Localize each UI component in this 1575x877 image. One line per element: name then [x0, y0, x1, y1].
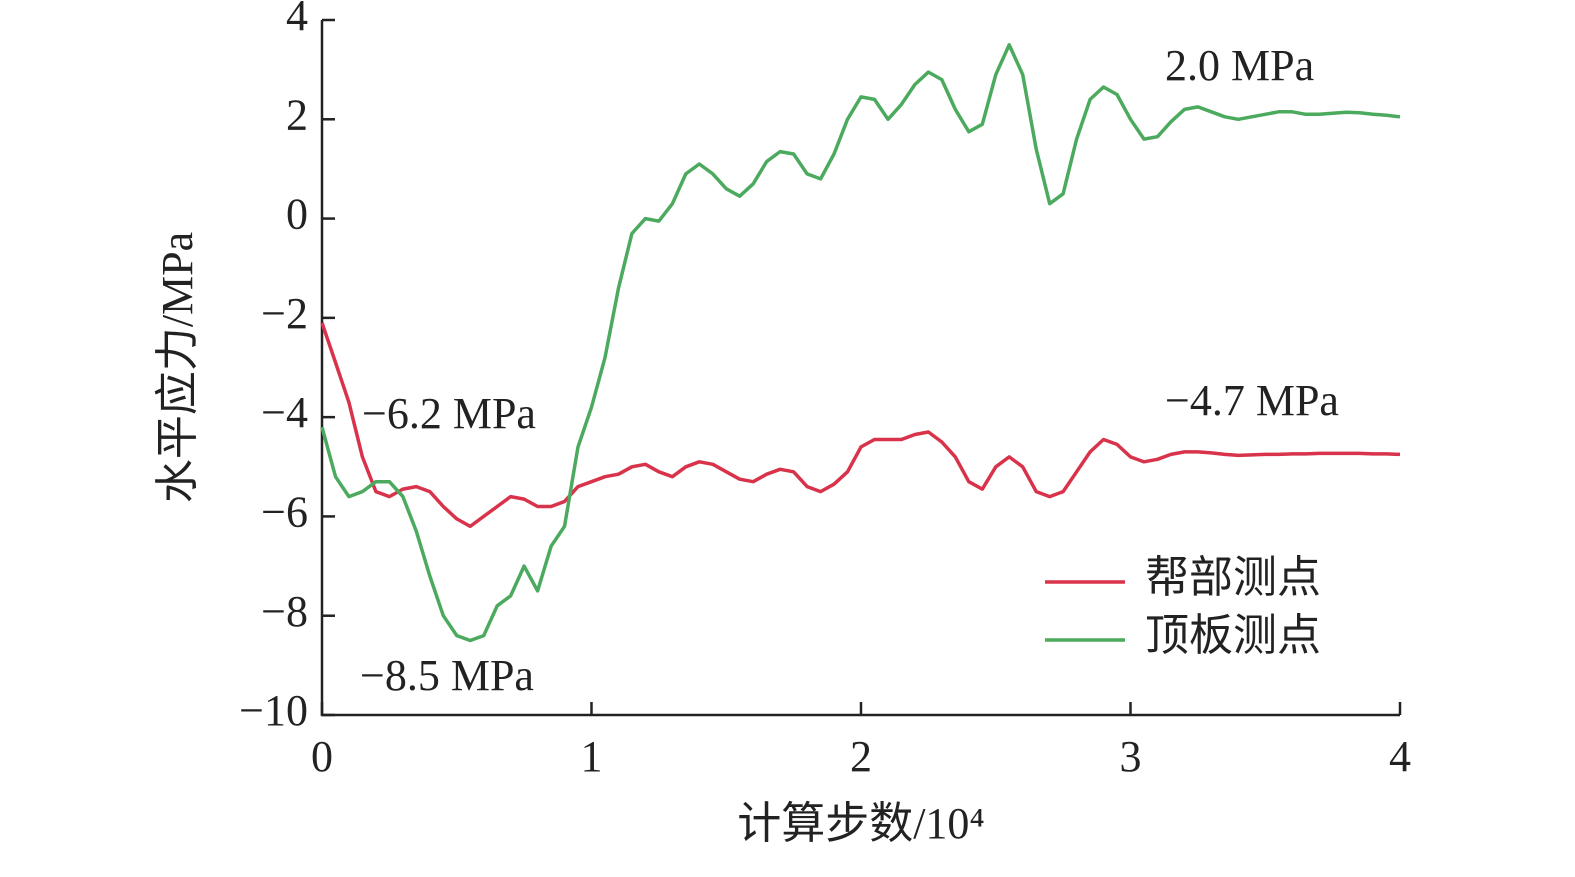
series-line	[320, 43, 1401, 643]
y-tick-label: −2	[261, 289, 308, 338]
x-tick-label: 4	[1389, 732, 1411, 781]
y-axis-label: 水平应力/MPa	[153, 232, 202, 503]
x-tick-label: 1	[581, 732, 603, 781]
series-line	[320, 322, 1401, 529]
annotation: 2.0 MPa	[1165, 41, 1314, 90]
x-axis-label: 计算步数/10⁴	[737, 799, 985, 848]
y-tick-label: −6	[261, 488, 308, 537]
y-tick-label: −4	[261, 388, 308, 437]
y-tick-label: 0	[286, 190, 308, 239]
y-tick-label: −8	[261, 587, 308, 636]
y-tick-label: −10	[239, 686, 308, 735]
annotation: −8.5 MPa	[360, 651, 534, 700]
y-tick-label: 2	[286, 90, 308, 139]
x-tick-label: 3	[1120, 732, 1142, 781]
legend-label: 顶板测点	[1145, 611, 1321, 660]
annotation: −6.2 MPa	[362, 389, 536, 438]
y-tick-label: 4	[286, 0, 308, 40]
annotation: −4.7 MPa	[1165, 376, 1339, 425]
x-tick-label: 0	[311, 732, 333, 781]
legend-label: 帮部测点	[1145, 553, 1321, 602]
x-tick-label: 2	[850, 732, 872, 781]
